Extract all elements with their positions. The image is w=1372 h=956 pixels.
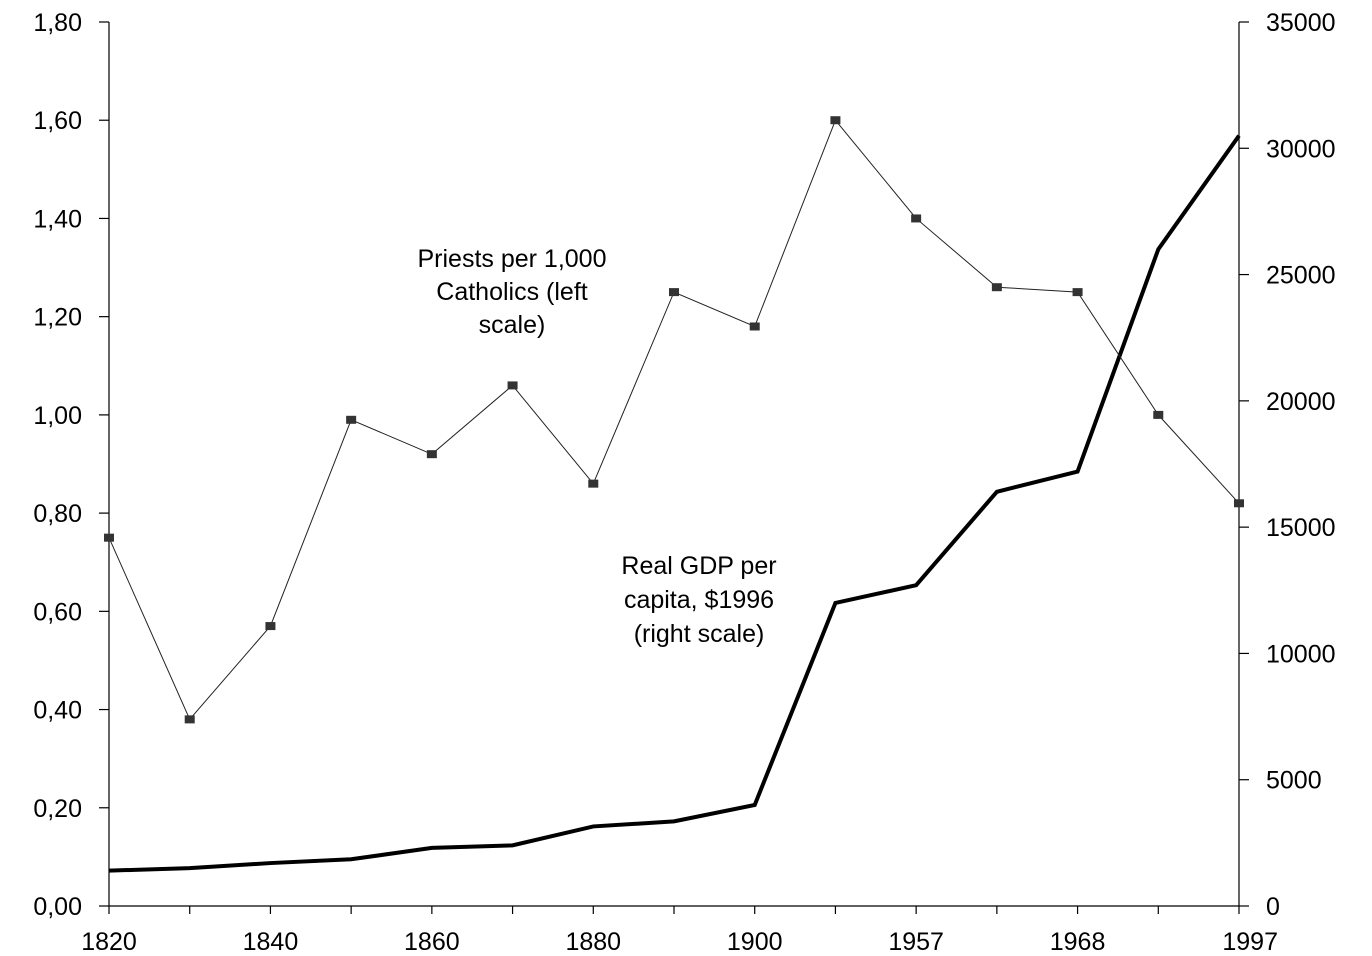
x-tick-label: 1860 <box>404 928 460 956</box>
priests-marker <box>588 479 599 488</box>
annotation-gdp-line-1: Real GDP per <box>621 552 776 580</box>
x-tick-label: 1968 <box>1050 928 1106 956</box>
annotation-priests-line-1: Priests per 1,000 <box>418 245 607 273</box>
y-left-tick-label: 0,60 <box>33 598 82 626</box>
priests-marker <box>507 381 518 390</box>
priests-marker <box>104 533 114 542</box>
priests-marker <box>830 116 841 125</box>
annotation-gdp-line-3: (right scale) <box>634 620 765 648</box>
priests-marker <box>1153 410 1164 419</box>
priests-marker <box>346 415 357 424</box>
y-right-tick-label: 25000 <box>1266 262 1336 290</box>
priests-marker <box>991 283 1002 292</box>
ticks: 0,00 0,20 0,40 0,60 0,80 1,00 1,20 1,40 1,60 1,80… <box>33 9 1335 956</box>
y-left-tick-label: 1,20 <box>33 304 82 332</box>
y-right-tick-label: 35000 <box>1266 9 1336 37</box>
y-right-tick-label: 10000 <box>1266 640 1336 668</box>
gdp-line <box>108 134 1241 873</box>
y-left-tick-label: 1,80 <box>33 9 82 37</box>
annotation-priests-line-2: Catholics (left <box>436 278 587 306</box>
annotations: Priests per 1,000 Catholics (left scale)… <box>418 245 777 648</box>
y-right-tick-label: 15000 <box>1266 514 1336 542</box>
y-left-tick-label: 1,00 <box>33 402 82 430</box>
priests-marker <box>265 622 276 631</box>
x-tick-label: 1840 <box>243 928 299 956</box>
priests-marker <box>184 715 195 724</box>
axes <box>108 22 1240 907</box>
y-left-tick-label: 1,40 <box>33 205 82 233</box>
x-tick-label: 1880 <box>565 928 621 956</box>
y-right-tick-label: 20000 <box>1266 388 1336 416</box>
y-left-tick-label: 0,00 <box>33 893 82 921</box>
y-left-tick-label: 0,40 <box>33 697 82 725</box>
priests-marker <box>1234 499 1244 508</box>
annotation-priests-line-3: scale) <box>479 311 546 339</box>
series-gdp-line <box>108 134 1241 873</box>
priests-marker <box>669 288 679 297</box>
y-right-tick-label: 0 <box>1266 893 1280 921</box>
x-tick-label: 1900 <box>727 928 783 956</box>
series-priests-line <box>104 116 1244 724</box>
y-right-tick-label: 5000 <box>1266 767 1322 795</box>
priests-marker <box>749 322 760 331</box>
priests-marker <box>1072 288 1083 297</box>
y-right-tick-label: 30000 <box>1266 135 1336 163</box>
x-tick-label: 1957 <box>888 928 944 956</box>
priests-marker <box>911 214 922 223</box>
x-tick-label: 1997 <box>1222 928 1278 956</box>
x-tick-label: 1820 <box>81 928 137 956</box>
y-left-tick-label: 1,60 <box>33 107 82 135</box>
y-left-tick-label: 0,80 <box>33 500 82 528</box>
priests-marker <box>426 450 437 459</box>
y-left-tick-label: 0,20 <box>33 795 82 823</box>
annotation-gdp-line-2: capita, $1996 <box>624 586 774 614</box>
